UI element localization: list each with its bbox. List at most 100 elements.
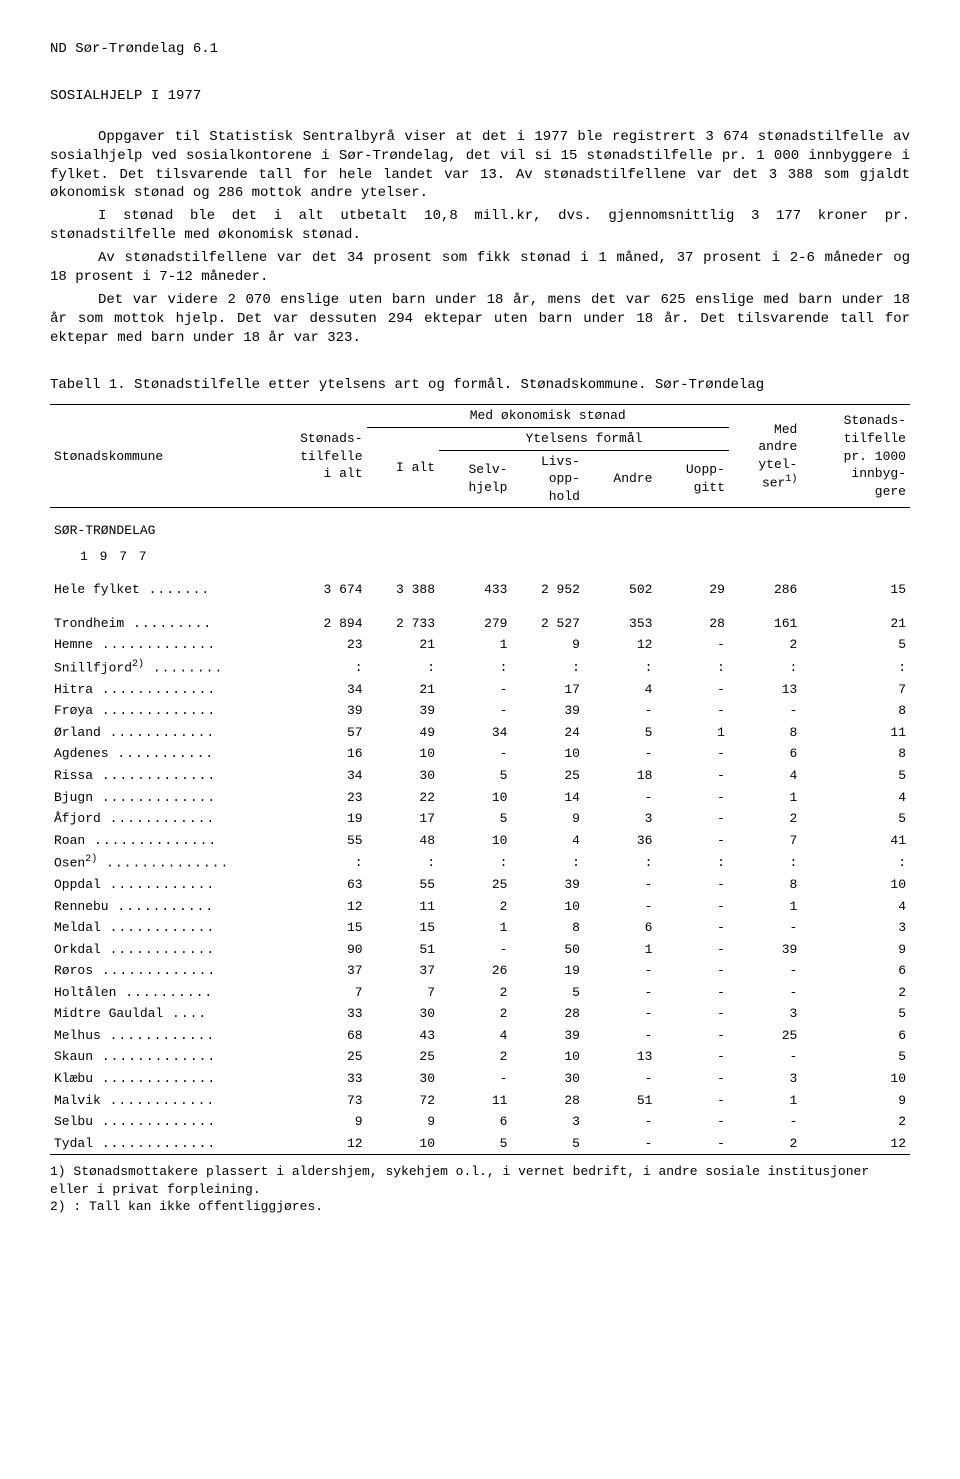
region-label: SØR-TRØNDELAG (50, 508, 910, 542)
table-row: Ørland ............5749342451811 (50, 722, 910, 744)
cell: - (656, 1003, 728, 1025)
cell: : (258, 656, 367, 679)
cell: 36 (584, 830, 656, 852)
cell: 25 (258, 1046, 367, 1068)
cell: 7 (258, 982, 367, 1004)
col-header-group: Ytelsens formål (439, 428, 729, 451)
cell: 2 (439, 1046, 511, 1068)
cell: 21 (367, 634, 439, 656)
table-row: Osen2) ..............:::::::: (50, 851, 910, 874)
cell: - (729, 700, 801, 722)
col-header: Medandreytel-ser1) (729, 405, 801, 508)
paragraph: Oppgaver til Statistisk Sentralbyrå vise… (50, 128, 910, 204)
cell: 2 733 (367, 613, 439, 635)
cell: 5 (801, 634, 910, 656)
cell: 30 (367, 1003, 439, 1025)
cell: 10 (511, 896, 583, 918)
cell: 11 (439, 1090, 511, 1112)
cell: 4 (801, 896, 910, 918)
cell: - (656, 1111, 728, 1133)
cell: 7 (801, 679, 910, 701)
cell: 15 (801, 579, 910, 601)
cell: : (584, 656, 656, 679)
cell: 279 (439, 613, 511, 635)
cell: 12 (258, 1133, 367, 1155)
table-caption: Tabell 1. Stønadstilfelle etter ytelsens… (50, 376, 910, 395)
cell: - (656, 634, 728, 656)
cell: - (584, 1068, 656, 1090)
cell: 55 (258, 830, 367, 852)
cell: 5 (439, 1133, 511, 1155)
cell: 39 (729, 939, 801, 961)
cell: 72 (367, 1090, 439, 1112)
cell: 10 (511, 743, 583, 765)
cell: 5 (801, 1046, 910, 1068)
cell: 39 (367, 700, 439, 722)
row-label: Hemne ............. (50, 634, 258, 656)
cell: 6 (729, 743, 801, 765)
cell: 8 (729, 722, 801, 744)
cell: 73 (258, 1090, 367, 1112)
cell: - (656, 787, 728, 809)
row-label: Skaun ............. (50, 1046, 258, 1068)
table-row: Holtålen ..........7725---2 (50, 982, 910, 1004)
document-title: SOSIALHJELP I 1977 (50, 87, 910, 106)
table-row: Midtre Gauldal ....3330228--35 (50, 1003, 910, 1025)
cell: 1 (729, 896, 801, 918)
row-label: Hitra ............. (50, 679, 258, 701)
paragraph: Det var videre 2 070 enslige uten barn u… (50, 291, 910, 348)
paragraph: Av stønadstilfellene var det 34 prosent … (50, 249, 910, 287)
table-row: Hele fylket .......3 6743 3884332 952502… (50, 579, 910, 601)
cell: 39 (511, 1025, 583, 1047)
cell: 1 (584, 939, 656, 961)
cell: 2 952 (511, 579, 583, 601)
cell: 13 (729, 679, 801, 701)
cell: 8 (801, 700, 910, 722)
table-row: Agdenes ...........1610-10--68 (50, 743, 910, 765)
cell: 433 (439, 579, 511, 601)
cell: 9 (801, 1090, 910, 1112)
cell: - (656, 1046, 728, 1068)
row-label: Orkdal ............ (50, 939, 258, 961)
page-header: ND Sør-Trøndelag 6.1 (50, 40, 910, 59)
cell: 1 (439, 634, 511, 656)
cell: - (656, 917, 728, 939)
cell: 19 (258, 808, 367, 830)
table-row: Hitra .............3421-174-137 (50, 679, 910, 701)
row-label: Snillfjord2) ........ (50, 656, 258, 679)
cell: : (439, 851, 511, 874)
cell: 1 (439, 917, 511, 939)
cell: 3 (511, 1111, 583, 1133)
row-label: Klæbu ............. (50, 1068, 258, 1090)
cell: 10 (367, 743, 439, 765)
table-row: Bjugn .............23221014--14 (50, 787, 910, 809)
table-row: Roan ..............554810436-741 (50, 830, 910, 852)
cell: 8 (801, 743, 910, 765)
cell: 6 (801, 960, 910, 982)
cell: 21 (801, 613, 910, 635)
cell: 12 (258, 896, 367, 918)
year-label: 1 9 7 7 (50, 542, 910, 580)
cell: : (584, 851, 656, 874)
cell: : (258, 851, 367, 874)
cell: 8 (511, 917, 583, 939)
row-label: Røros ............. (50, 960, 258, 982)
table-row: Røros .............37372619---6 (50, 960, 910, 982)
cell: - (584, 1003, 656, 1025)
cell: 3 (729, 1068, 801, 1090)
cell: - (584, 787, 656, 809)
cell: 6 (439, 1111, 511, 1133)
cell: - (656, 982, 728, 1004)
cell: 68 (258, 1025, 367, 1047)
cell: 6 (584, 917, 656, 939)
table-row: Meldal ............1515186--3 (50, 917, 910, 939)
cell: : (656, 851, 728, 874)
cell: 12 (584, 634, 656, 656)
cell: 55 (367, 874, 439, 896)
col-header: Selv-hjelp (439, 450, 511, 508)
cell: 286 (729, 579, 801, 601)
cell: - (656, 808, 728, 830)
cell: 48 (367, 830, 439, 852)
row-label: Oppdal ............ (50, 874, 258, 896)
col-header: Stønads-tilfellei alt (258, 405, 367, 508)
